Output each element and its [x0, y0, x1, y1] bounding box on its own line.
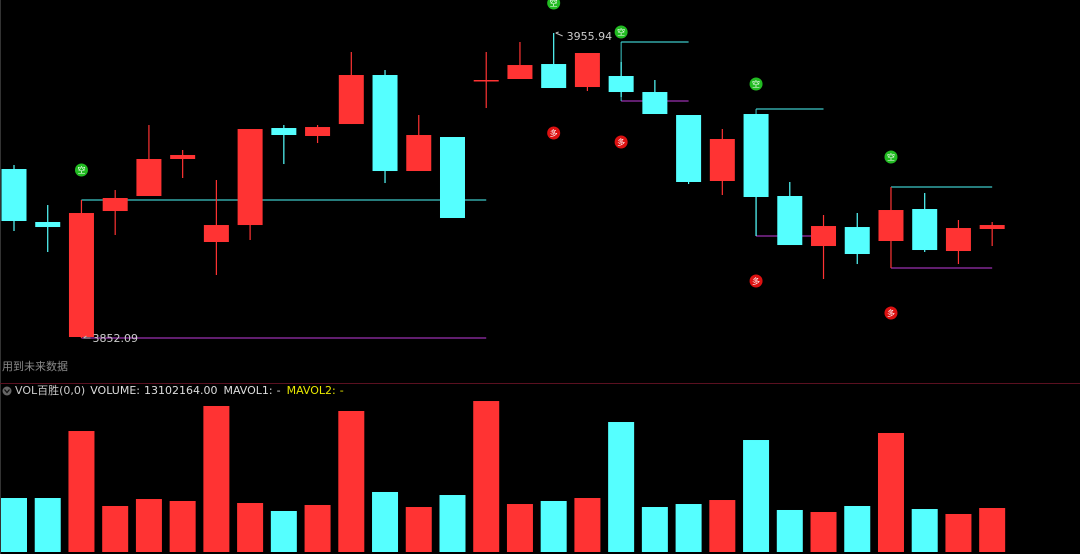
candle-body — [439, 137, 465, 219]
caption: 用到未来数据 — [2, 359, 68, 373]
volume-bar — [810, 512, 837, 552]
signal-dot — [614, 135, 628, 149]
readout-name: MAVOL2: — [287, 384, 336, 397]
volume-bar — [34, 498, 61, 552]
volume-bar — [709, 500, 736, 552]
readout-value: - — [340, 384, 344, 397]
candle-body — [709, 139, 735, 181]
readout-name: VOLUME: — [90, 384, 140, 397]
volume-bar — [102, 505, 129, 552]
signal-label: 空 — [752, 79, 760, 89]
collapse-icon[interactable] — [2, 386, 12, 396]
signal-dot — [749, 274, 763, 288]
candle-body — [811, 226, 837, 247]
volume-bar — [540, 500, 567, 552]
readout-value: 13102164.00 — [144, 384, 217, 397]
volume-bar — [439, 495, 466, 552]
max-pointer — [555, 31, 563, 37]
candle-body — [406, 135, 432, 172]
candle-body — [170, 155, 196, 160]
candle-body — [1, 169, 27, 221]
signal-label: 空 — [617, 27, 625, 37]
candle-body — [68, 213, 94, 338]
candle-body — [35, 221, 61, 228]
volume-bar — [372, 491, 399, 552]
candle-body — [203, 225, 229, 242]
volume-bar — [203, 405, 230, 552]
max-label: 3955.94 — [567, 30, 613, 43]
volume-bar — [574, 498, 601, 552]
volume-bar — [338, 410, 365, 552]
signal-label: 空 — [887, 152, 895, 162]
signal-dot — [749, 77, 763, 91]
volume-bar — [911, 509, 938, 552]
volume-bar — [776, 509, 803, 552]
volume-bar — [237, 503, 264, 552]
signal-dot — [74, 163, 88, 177]
volume-bar — [844, 505, 871, 552]
candle-body — [979, 225, 1005, 230]
signal-dot — [884, 150, 898, 164]
signal-dot — [547, 0, 561, 10]
candle-body — [372, 75, 398, 172]
volume-bar — [270, 510, 297, 552]
volume-bar — [641, 507, 668, 552]
candle-body — [541, 64, 567, 89]
candle-body — [507, 65, 533, 80]
candle-body — [271, 128, 297, 136]
candle-body — [912, 209, 938, 251]
volume-bar — [945, 513, 972, 552]
candle-body — [777, 196, 803, 246]
volume-bar — [675, 504, 702, 552]
candle-body — [305, 127, 331, 137]
candle-body — [608, 76, 634, 93]
signal-label: 多 — [550, 128, 558, 138]
volume-bar — [743, 440, 770, 552]
volume-title: VOL百胜(0,0) — [15, 383, 85, 397]
collapse-arrow — [4, 389, 10, 394]
candle-body — [574, 53, 600, 88]
signal-label: 多 — [617, 137, 625, 147]
volume-bar — [304, 504, 331, 552]
candle-body — [642, 92, 668, 115]
readout-name: MAVOL1: — [223, 384, 272, 397]
candle-body — [102, 198, 128, 212]
candle-body — [945, 228, 971, 252]
signal-dot — [547, 126, 561, 140]
candle-body — [237, 129, 263, 226]
candle-body — [338, 75, 364, 125]
min-pointer — [83, 335, 91, 339]
candle-body — [743, 114, 769, 198]
volume-bar — [169, 500, 196, 552]
volume-bar — [608, 422, 635, 552]
candle-body — [676, 115, 702, 182]
volume-bar — [405, 507, 432, 552]
candle-body — [878, 210, 904, 241]
volume-bar — [473, 401, 500, 552]
signal-dot — [884, 306, 898, 320]
signal-label: 空 — [550, 0, 558, 8]
volume-bar — [68, 431, 95, 552]
volume-bar — [135, 499, 162, 552]
candle-body — [136, 159, 162, 197]
volume-bar — [506, 504, 533, 552]
volume-bar — [877, 432, 904, 552]
candle-body — [473, 80, 499, 82]
candle-body — [844, 227, 870, 255]
signal-label: 多 — [887, 308, 895, 318]
volume-bar — [1, 498, 27, 552]
min-label: 3852.09 — [92, 332, 137, 345]
signal-label: 空 — [77, 165, 85, 175]
readout-value: - — [277, 384, 281, 397]
volume-bar — [979, 508, 1006, 552]
signal-label: 多 — [752, 276, 760, 286]
signal-dot — [614, 25, 628, 39]
